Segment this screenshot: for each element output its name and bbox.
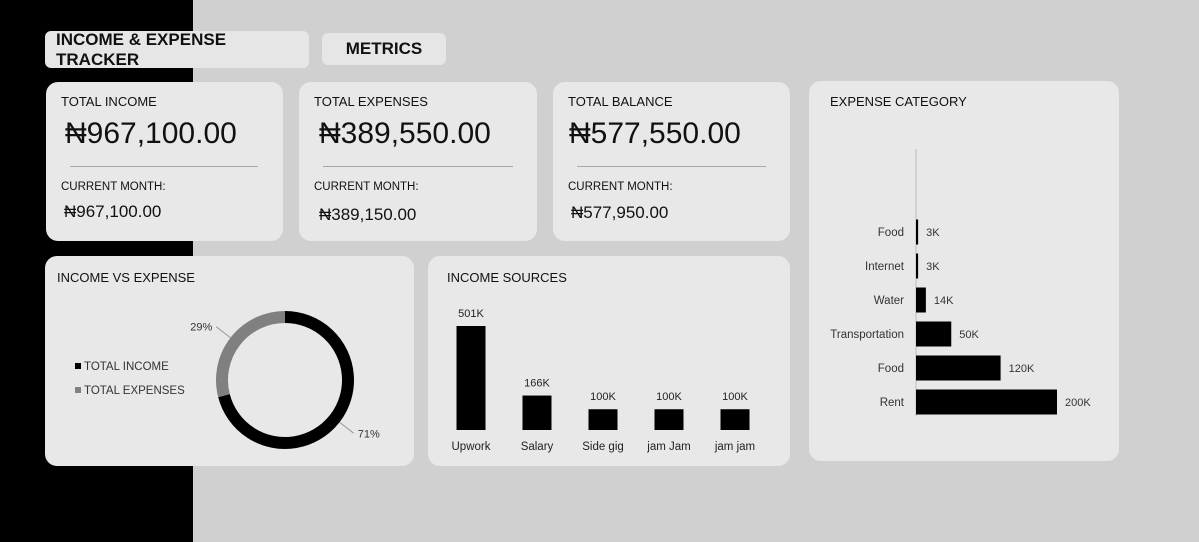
donut-leader-line-1: [215, 326, 231, 339]
total-balance-divider: [577, 166, 766, 167]
total-income-card: TOTAL INCOME ₦967,100.00 CURRENT MONTH: …: [46, 82, 283, 241]
donut-leader-line-0: [339, 421, 355, 434]
expense-value-label-2: 14K: [934, 295, 954, 307]
income-category-label-1: Salary: [521, 441, 554, 453]
expense-category-title: EXPENSE CATEGORY: [830, 94, 967, 109]
expense-value-label-4: 120K: [1009, 363, 1035, 375]
expense-value-label-5: 200K: [1065, 397, 1091, 409]
total-expenses-card: TOTAL EXPENSES ₦389,550.00 CURRENT MONTH…: [299, 82, 537, 241]
donut-label-total-income: 71%: [358, 428, 380, 440]
income-bar-4: [720, 409, 750, 430]
expense-category-label-3: Transportation: [830, 329, 904, 341]
donut-slice-total-expenses: [216, 311, 286, 398]
total-expenses-amount: ₦389,550.00: [319, 117, 491, 150]
total-balance-card: TOTAL BALANCE ₦577,550.00 CURRENT MONTH:…: [553, 82, 790, 241]
income-category-label-2: Side gig: [582, 441, 624, 453]
app-title-pill: INCOME & EXPENSE TRACKER: [45, 29, 309, 69]
legend-label-total-expenses: TOTAL EXPENSES: [84, 385, 185, 397]
expense-category-chart: Food 3K Internet 3K Water 14K Transportation 50…: [830, 149, 1091, 416]
total-balance-amount: ₦577,550.00: [569, 117, 741, 150]
total-income-amount: ₦967,100.00: [65, 117, 237, 150]
expense-bar-5: [916, 389, 1057, 415]
total-expenses-divider: [323, 166, 513, 167]
income-value-label-3: 100K: [656, 391, 682, 403]
expense-category-label-5: Rent: [880, 397, 905, 409]
total-income-divider: [70, 166, 258, 167]
income-value-label-1: 166K: [524, 378, 550, 390]
legend-swatch-total-expenses: [75, 387, 81, 393]
metrics-tab[interactable]: METRICS: [322, 33, 446, 65]
expense-bar-1: [916, 253, 919, 279]
income-category-label-4: jam jam: [714, 441, 755, 453]
income-bar-0: [456, 326, 486, 430]
expense-value-label-0: 3K: [926, 227, 940, 239]
expense-value-label-3: 50K: [959, 329, 979, 341]
income-bar-2: [588, 409, 618, 430]
income-sources-chart: 501K Upwork 166K Salary 100K Side gig 100K jam …: [452, 308, 756, 453]
income-value-label-0: 501K: [458, 308, 484, 320]
income-category-label-3: jam Jam: [646, 441, 690, 453]
income-bar-3: [654, 409, 684, 430]
total-income-current-amount: ₦967,100.00: [64, 202, 162, 221]
total-balance-title: TOTAL BALANCE: [568, 94, 673, 109]
expense-bar-0: [916, 219, 919, 245]
total-balance-current-amount: ₦577,950.00: [571, 203, 669, 222]
income-category-label-0: Upwork: [452, 441, 491, 453]
total-income-title: TOTAL INCOME: [61, 94, 157, 109]
income-sources-card: INCOME SOURCES 501K Upwork 166K Salary 100K S…: [428, 256, 790, 466]
legend-label-total-income: TOTAL INCOME: [84, 361, 169, 373]
total-expenses-current-amount: ₦389,150.00: [319, 205, 417, 224]
total-balance-current-label: CURRENT MONTH:: [568, 181, 673, 193]
total-expenses-title: TOTAL EXPENSES: [314, 94, 428, 109]
expense-category-card: EXPENSE CATEGORY Food 3K Internet 3K Water 14…: [809, 81, 1119, 461]
donut-slice-total-income: [218, 311, 354, 449]
income-vs-expense-chart: 71% 29% TOTAL INCOME TOTAL EXPENSES: [75, 311, 380, 449]
expense-category-label-1: Internet: [865, 261, 905, 273]
total-income-current-label: CURRENT MONTH:: [61, 181, 166, 193]
expense-category-label-0: Food: [878, 227, 904, 239]
donut-label-total-expenses: 29%: [190, 322, 212, 334]
total-expenses-current-label: CURRENT MONTH:: [314, 181, 419, 193]
expense-value-label-1: 3K: [926, 261, 940, 273]
metrics-tab-label: METRICS: [345, 39, 423, 58]
income-bar-1: [522, 395, 552, 430]
income-value-label-4: 100K: [722, 391, 748, 403]
app-title: INCOME & EXPENSE TRACKER: [56, 29, 227, 69]
expense-bar-2: [916, 287, 926, 313]
income-vs-expense-title: INCOME VS EXPENSE: [57, 270, 195, 285]
legend-swatch-total-income: [75, 363, 81, 369]
expense-bar-3: [916, 321, 952, 347]
income-sources-title: INCOME SOURCES: [447, 270, 567, 285]
expense-bar-4: [916, 355, 1001, 381]
expense-category-label-4: Food: [878, 363, 904, 375]
income-vs-expense-card: INCOME VS EXPENSE 71% 29% TOTAL INCOME TOTA…: [45, 256, 414, 466]
expense-category-label-2: Water: [874, 295, 904, 307]
income-value-label-2: 100K: [590, 391, 616, 403]
